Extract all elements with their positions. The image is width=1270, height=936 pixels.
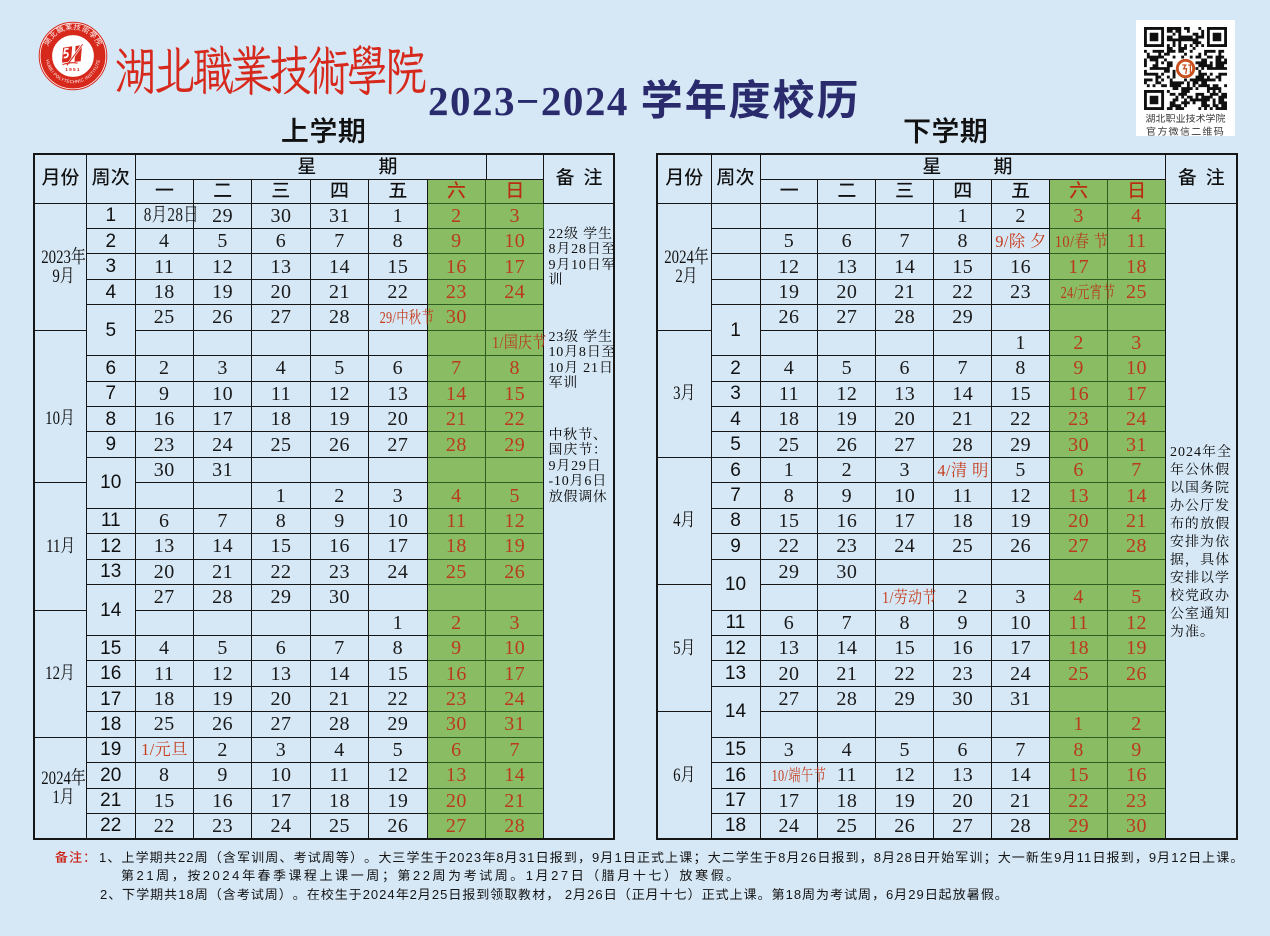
svg-text:1951: 1951 (65, 67, 80, 73)
